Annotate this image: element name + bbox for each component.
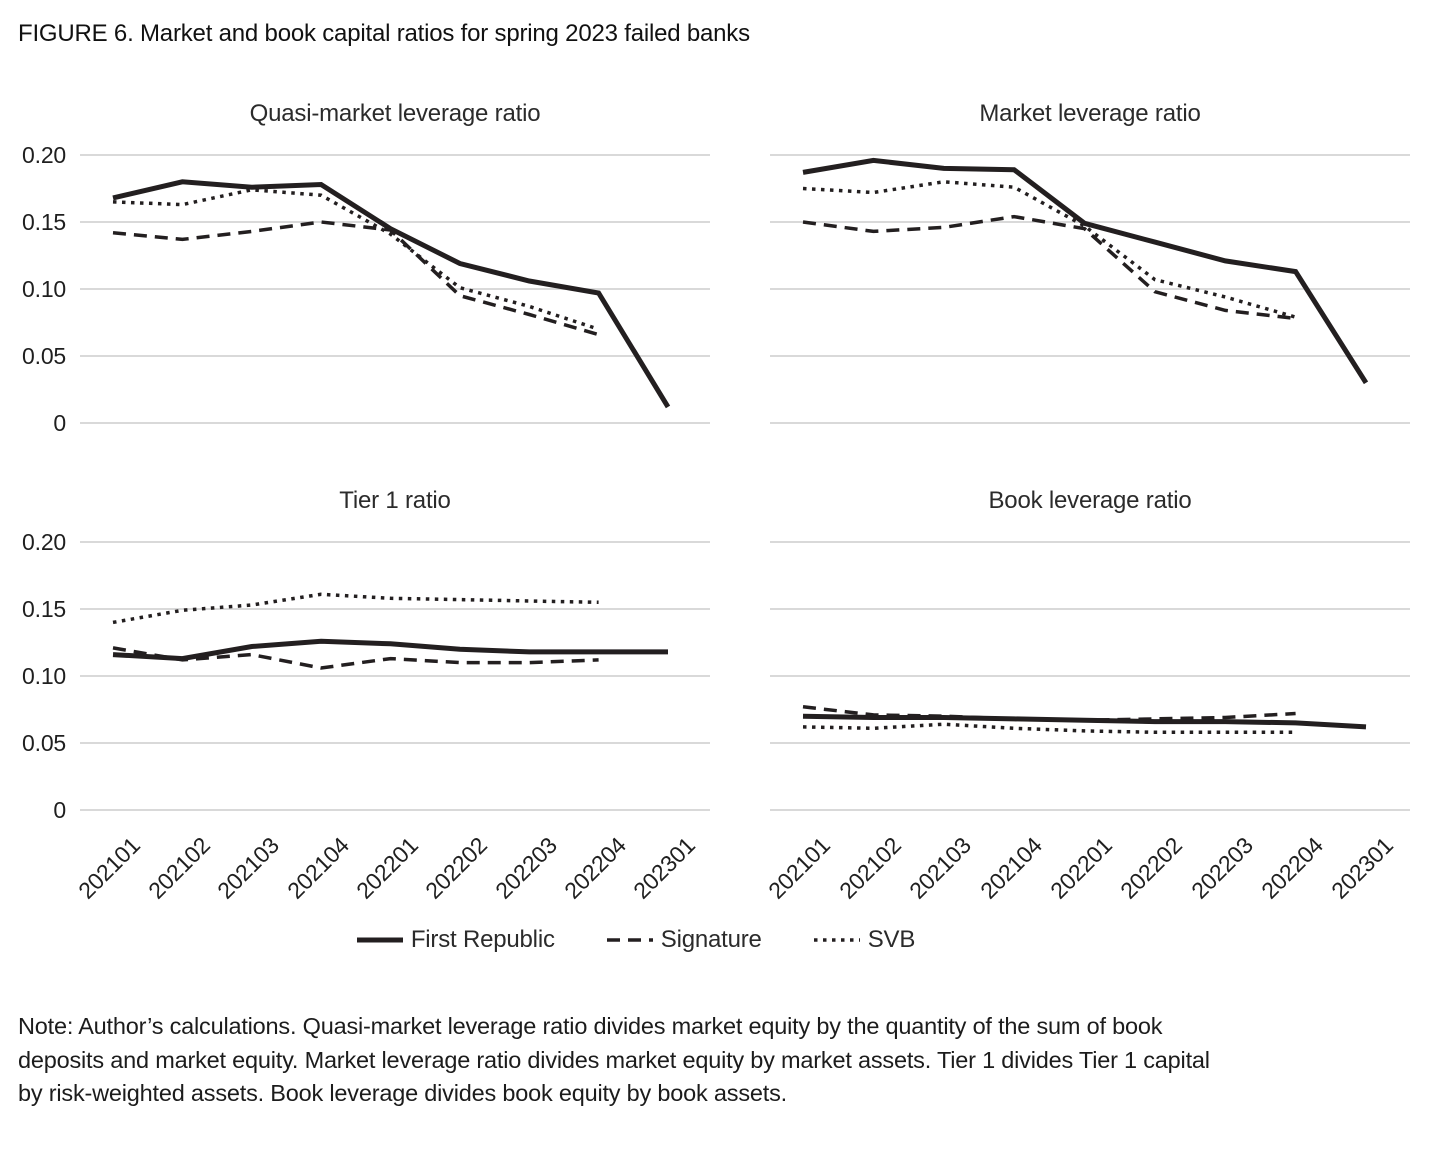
chart-tier-1-ratio (80, 541, 710, 811)
series-line-signature (112, 646, 599, 670)
series-line-first-republic (802, 157, 1369, 385)
x-tick-label: 202102 (142, 832, 215, 904)
legend-dashed-line-sample (606, 938, 653, 942)
legend-label: SVB (867, 926, 916, 953)
legend: First Republic Signature SVB (0, 926, 1272, 954)
figure-title: FIGURE 6. Market and book capital ratios… (18, 20, 750, 47)
series-line-signature (802, 214, 1296, 321)
y-tick-label: 0.10 (22, 276, 66, 302)
x-tick-label: 202101 (73, 832, 146, 904)
series-line-svb (802, 722, 1296, 735)
x-tick-label: 202301 (628, 832, 701, 904)
panel-title-tier-1-ratio: Tier 1 ratio (339, 487, 451, 514)
legend-dotted-line-sample (813, 938, 860, 942)
x-tick-label: 202104 (974, 832, 1047, 904)
x-tick-label: 202201 (351, 832, 423, 904)
chart-book-leverage-ratio (770, 541, 1410, 811)
x-tick-label: 202301 (1326, 832, 1399, 904)
y-tick-label: 0.05 (22, 730, 66, 756)
x-tick-label: 202103 (212, 832, 285, 904)
chart-quasi-market-leverage-ratio (80, 154, 710, 424)
y-tick-label: 0.20 (22, 142, 66, 168)
legend-item-first-republic: First Republic (356, 926, 555, 954)
series-line-svb (112, 188, 600, 331)
x-tick-label: 202201 (1045, 832, 1117, 904)
y-tick-label: 0.20 (22, 529, 66, 555)
panel-title-quasi-market-leverage-ratio: Quasi-market leverage ratio (249, 100, 541, 127)
y-tick-label: 0 (53, 410, 66, 436)
series-line-first-republic (112, 179, 671, 409)
x-tick-label: 202203 (489, 832, 562, 904)
x-tick-label: 202202 (420, 832, 493, 904)
panel-title-market-leverage-ratio: Market leverage ratio (979, 100, 1201, 127)
x-tick-label: 202102 (833, 832, 906, 904)
figure-note: Note: Author’s calculations. Quasi-marke… (18, 1013, 1210, 1106)
legend-solid-line-sample (356, 937, 403, 943)
legend-label: Signature (660, 926, 762, 953)
series-line-svb (802, 180, 1297, 319)
y-tick-label: 0.05 (22, 343, 66, 369)
x-tick-label: 202103 (904, 832, 977, 904)
panel-title-book-leverage-ratio: Book leverage ratio (988, 487, 1192, 514)
x-tick-label: 202204 (559, 832, 632, 904)
legend-label: First Republic (410, 926, 555, 953)
series-line-first-republic (112, 638, 668, 662)
y-tick-label: 0 (53, 797, 66, 823)
series-line-signature (802, 705, 1296, 722)
x-tick-label: 202104 (281, 832, 354, 904)
y-tick-label: 0.15 (22, 209, 66, 235)
x-tick-label: 202202 (1115, 832, 1188, 904)
y-tick-label: 0.10 (22, 663, 66, 689)
legend-item-signature: Signature (606, 926, 762, 954)
series-line-svb (112, 592, 599, 625)
legend-item-svb: SVB (813, 926, 916, 954)
x-tick-label: 202101 (763, 832, 836, 904)
y-tick-label: 0.15 (22, 596, 66, 622)
chart-market-leverage-ratio (770, 154, 1410, 424)
x-tick-label: 202204 (1256, 832, 1329, 904)
series-line-first-republic (802, 713, 1367, 730)
x-tick-label: 202203 (1185, 832, 1258, 904)
